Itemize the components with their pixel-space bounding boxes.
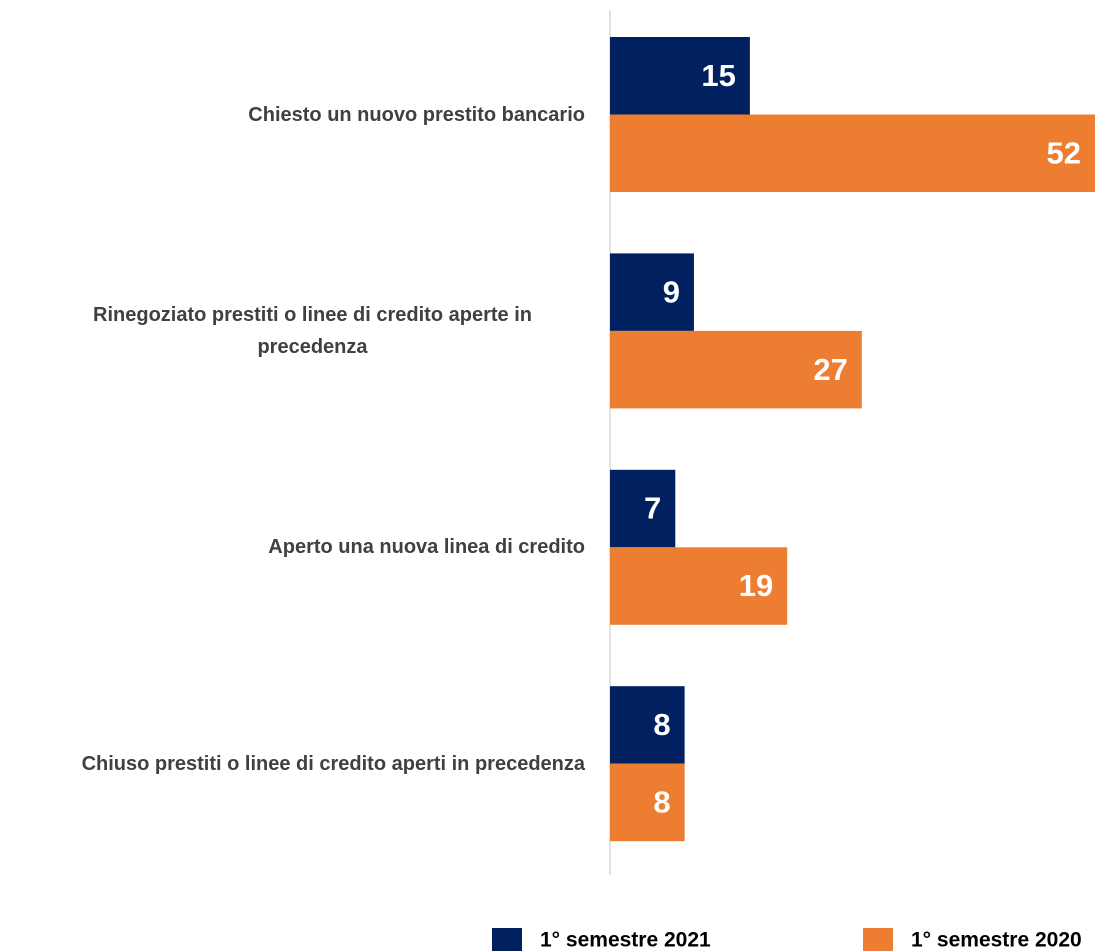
- category-label-box: Rinegoziato prestiti o linee di credito …: [25, 271, 585, 391]
- legend-label: 1° semestre 2021: [540, 929, 711, 951]
- legend-swatch: [492, 928, 522, 951]
- data-label: 27: [813, 352, 847, 387]
- bar: [610, 547, 788, 625]
- bar: [610, 686, 685, 764]
- bar: [610, 763, 685, 842]
- legend-label: 1° semestre 2020: [911, 929, 1082, 951]
- category-label-box: Chiesto un nuovo prestito bancario: [25, 55, 585, 175]
- bar: [610, 469, 676, 548]
- bar: [610, 330, 862, 409]
- category-label-box: Chiuso prestiti o linee di credito apert…: [25, 704, 585, 824]
- data-label: 7: [644, 491, 661, 526]
- data-label: 9: [663, 274, 680, 309]
- bar: [610, 114, 1095, 192]
- data-label: 15: [701, 58, 735, 93]
- category-label: Aperto una nuova linea di credito: [268, 536, 585, 559]
- data-label: 19: [739, 568, 773, 603]
- category-label: Chiuso prestiti o linee di credito apert…: [81, 752, 585, 775]
- bar: [610, 253, 694, 331]
- bar: [610, 37, 750, 115]
- data-label: 8: [653, 785, 670, 820]
- category-label: Chiesto un nuovo prestito bancario: [248, 103, 585, 126]
- legend-swatch: [863, 928, 893, 951]
- category-label: Rinegoziato prestiti o linee di credito …: [93, 303, 532, 358]
- data-label: 8: [653, 707, 670, 742]
- data-label: 52: [1047, 135, 1081, 170]
- category-label-box: Aperto una nuova linea di credito: [25, 487, 585, 607]
